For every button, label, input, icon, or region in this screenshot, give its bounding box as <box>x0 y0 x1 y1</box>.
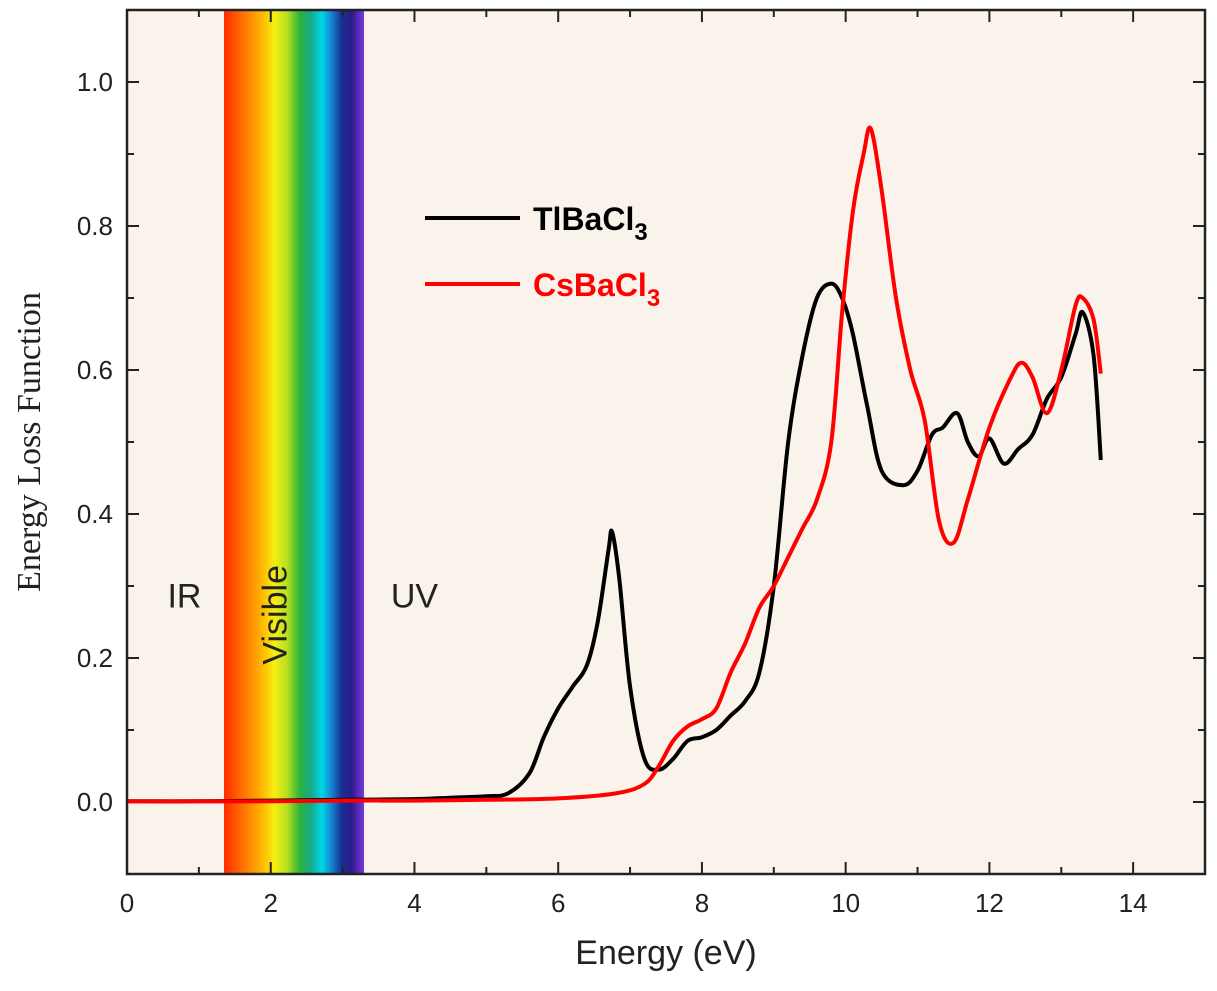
x-tick-label: 12 <box>975 888 1004 918</box>
region-label-ir: IR <box>167 578 201 616</box>
x-tick-label: 6 <box>551 888 565 918</box>
x-tick-label: 4 <box>407 888 421 918</box>
region-ir <box>127 10 225 874</box>
series-line-csbacl3 <box>127 125 1103 804</box>
region-label-uv: UV <box>391 578 439 616</box>
y-tick-label: 0.0 <box>77 787 113 817</box>
legend-label: TlBaCl3 <box>533 201 648 246</box>
y-axis-title: Energy Loss Function <box>11 292 48 592</box>
region-visible <box>224 10 365 874</box>
region-label-visible: Visible <box>256 565 294 665</box>
y-tick-label: 0.4 <box>77 499 113 529</box>
y-tick-label: 0.8 <box>77 211 113 241</box>
plot-frame <box>125 8 1207 876</box>
y-tick-label: 1.0 <box>77 67 113 97</box>
x-tick-label: 14 <box>1119 888 1148 918</box>
series-line-tlbacl3 <box>127 281 1103 804</box>
x-tick-label: 2 <box>263 888 277 918</box>
x-tick-label: 8 <box>695 888 709 918</box>
x-tick-label: 10 <box>831 888 860 918</box>
x-tick-label: 0 <box>120 888 134 918</box>
region-uv <box>364 10 1205 874</box>
y-tick-label: 0.6 <box>77 355 113 385</box>
x-axis-title: Energy (eV) <box>575 934 756 972</box>
y-tick-label: 0.2 <box>77 643 113 673</box>
legend-label: CsBaCl3 <box>533 267 660 312</box>
